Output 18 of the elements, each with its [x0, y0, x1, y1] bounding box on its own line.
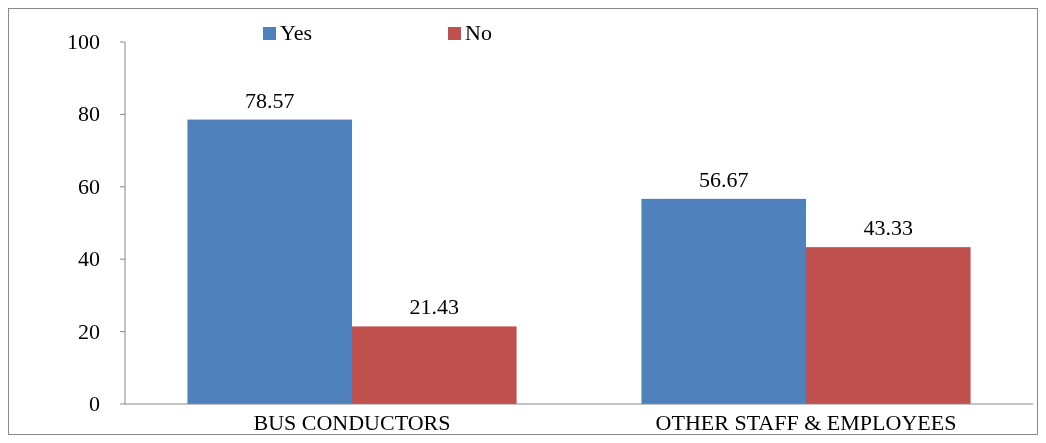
- x-tick-label: BUS CONDUCTORS: [253, 410, 451, 435]
- y-tick-label: 60: [78, 173, 100, 199]
- legend-label: Yes: [280, 20, 313, 45]
- y-tick-label: 0: [89, 391, 100, 416]
- y-tick-label: 80: [78, 101, 100, 127]
- y-tick-label: 40: [78, 246, 100, 272]
- data-label: 78.57: [244, 87, 295, 113]
- bar: [641, 198, 806, 404]
- data-label: 21.43: [409, 294, 460, 320]
- bar: [187, 119, 352, 404]
- y-tick-label: 20: [78, 318, 100, 344]
- bar: [806, 247, 971, 404]
- bar: [352, 326, 517, 404]
- x-tick-label: OTHER STAFF & EMPLOYEES: [655, 410, 957, 435]
- y-tick-label: 100: [67, 29, 100, 54]
- data-label: 43.33: [863, 215, 914, 241]
- legend-label: No: [465, 20, 492, 45]
- data-label: 56.67: [698, 166, 749, 192]
